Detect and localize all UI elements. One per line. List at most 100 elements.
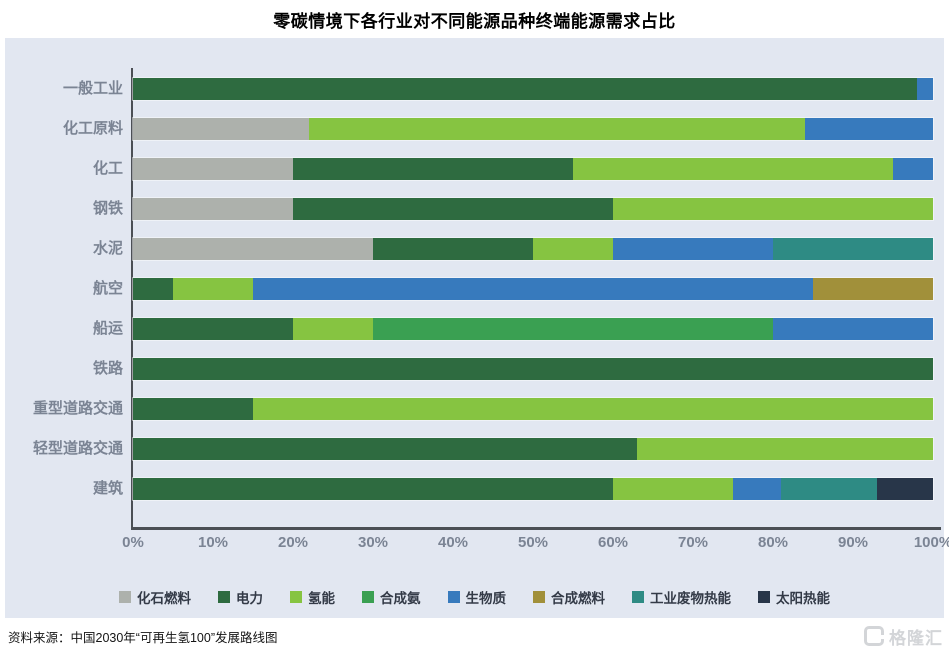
legend-label: 合成氨 (380, 591, 421, 606)
x-tick-label: 40% (437, 534, 469, 551)
stacked-bar (133, 78, 933, 100)
category-row-5: 航空 (5, 278, 944, 300)
bar-segment (133, 438, 637, 460)
stacked-bar (133, 238, 933, 260)
bar-segment (805, 118, 933, 140)
x-tick-label: 70% (677, 534, 709, 551)
category-label: 钢铁 (92, 200, 123, 217)
category-row-2: 化工 (5, 158, 944, 180)
bar-segment (917, 78, 933, 100)
category-label: 重型道路交通 (32, 400, 123, 417)
bar-segment (293, 158, 573, 180)
category-label: 航空 (92, 280, 123, 297)
legend-label: 化石燃料 (137, 591, 191, 606)
category-row-0: 一般工业 (5, 78, 944, 100)
bar-segment (133, 358, 933, 380)
bar-segment (133, 198, 293, 220)
category-row-10: 建筑 (5, 478, 944, 500)
y-axis-line (131, 68, 133, 529)
legend-swatch (362, 591, 374, 603)
bar-segment (133, 238, 373, 260)
x-tick-label: 20% (277, 534, 309, 551)
stacked-bar (133, 198, 933, 220)
legend-label: 电力 (236, 591, 263, 606)
bar-segment (813, 278, 933, 300)
bar-segment (309, 118, 805, 140)
chart-title: 零碳情境下各行业对不同能源品种终端能源需求占比 (273, 12, 676, 31)
legend-swatch (533, 591, 545, 603)
legend-swatch (758, 591, 770, 603)
category-label: 建筑 (92, 480, 123, 497)
stacked-bar (133, 278, 933, 300)
source-note: 资料来源：中国2030年“可再生氢100”发展路线图 (8, 630, 278, 645)
stacked-bar (133, 158, 933, 180)
bar-segment (613, 198, 933, 220)
bar-segment (613, 478, 733, 500)
legend: 化石燃料 电力 氢能 合成氨 生物质 合成燃料 工业废物热能 太阳热能 (5, 587, 944, 607)
category-row-8: 重型道路交通 (5, 398, 944, 420)
category-row-4: 水泥 (5, 238, 944, 260)
x-tick-label: 10% (197, 534, 229, 551)
bar-segment (133, 118, 309, 140)
gelonghui-logo: 格隆汇 (864, 624, 943, 649)
x-tick-label: 90% (837, 534, 869, 551)
legend-item: 化石燃料 (119, 587, 191, 607)
bar-segment (133, 318, 293, 340)
x-tick-label: 60% (597, 534, 629, 551)
stacked-bar (133, 358, 933, 380)
category-label: 一般工业 (62, 80, 123, 97)
x-tick-label: 0% (122, 534, 144, 551)
category-label: 水泥 (92, 240, 123, 257)
x-tick-label: 30% (357, 534, 389, 551)
stacked-bar (133, 118, 933, 140)
category-label: 化工 (92, 160, 123, 177)
category-row-9: 轻型道路交通 (5, 438, 944, 460)
legend-label: 合成燃料 (551, 591, 605, 606)
bar-segment (637, 438, 933, 460)
legend-item: 合成氨 (362, 587, 421, 607)
footer: 资料来源：中国2030年“可再生氢100”发展路线图 格隆汇 (8, 622, 943, 650)
bar-segment (533, 238, 613, 260)
bar-segment (613, 238, 773, 260)
category-row-6: 船运 (5, 318, 944, 340)
bar-segment (253, 398, 933, 420)
bar-segment (573, 158, 893, 180)
bar-segment (133, 78, 917, 100)
x-tick-label: 50% (517, 534, 549, 551)
bar-segment (133, 278, 173, 300)
category-row-3: 钢铁 (5, 198, 944, 220)
x-axis-line (131, 527, 941, 530)
legend-label: 工业废物热能 (650, 591, 731, 606)
category-row-1: 化工原料 (5, 118, 944, 140)
legend-item: 太阳热能 (758, 587, 830, 607)
legend-swatch (632, 591, 644, 603)
legend-label: 生物质 (465, 591, 507, 606)
bar-segment (293, 318, 373, 340)
bar-segment (253, 278, 813, 300)
gelonghui-logo-text: 格隆汇 (889, 628, 943, 648)
legend-swatch (290, 591, 302, 603)
bar-segment (373, 318, 773, 340)
category-row-7: 铁路 (5, 358, 944, 380)
category-label: 铁路 (92, 360, 123, 377)
category-label: 轻型道路交通 (32, 440, 123, 457)
category-label: 船运 (92, 320, 123, 337)
legend-item: 电力 (218, 587, 263, 607)
stacked-bar (133, 478, 933, 500)
chart-panel: 一般工业化工原料化工钢铁水泥航空船运铁路重型道路交通 轻型道路交通建筑 0% 10%… (5, 38, 949, 618)
bar-segment (773, 318, 933, 340)
legend-item: 氢能 (290, 587, 335, 607)
legend-label: 氢能 (308, 591, 335, 606)
bar-segment (133, 478, 613, 500)
bar-segment (133, 398, 253, 420)
legend-item: 生物质 (447, 587, 507, 607)
bar-segment (781, 478, 877, 500)
bar-segment (893, 158, 933, 180)
x-tick-label: 100% (913, 534, 949, 551)
bar-segment (373, 238, 533, 260)
gelonghui-logo-icon (864, 626, 884, 646)
legend-swatch (119, 591, 131, 603)
legend-item: 工业废物热能 (632, 587, 731, 607)
legend-swatch (218, 591, 230, 603)
